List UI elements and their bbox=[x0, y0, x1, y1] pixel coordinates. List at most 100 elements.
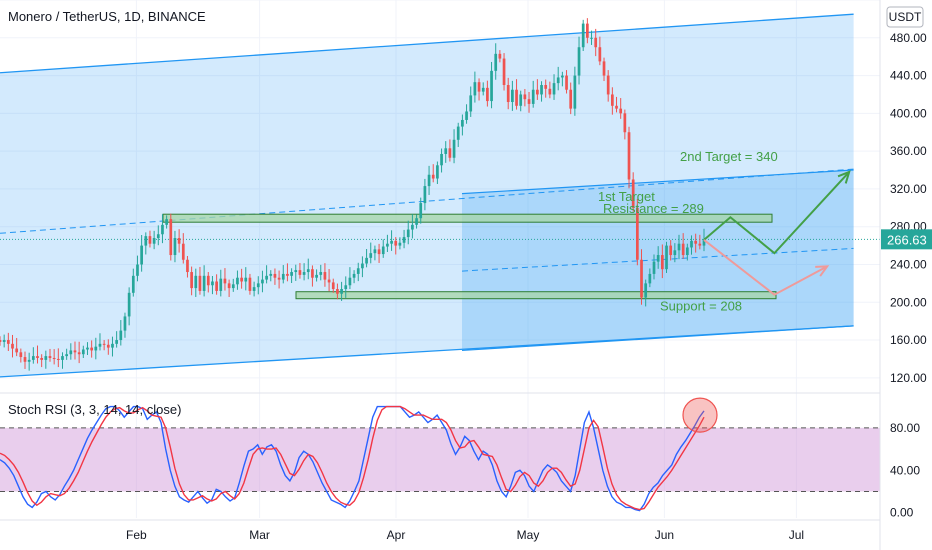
candle-body-109 bbox=[452, 139, 456, 158]
candle-body-32 bbox=[131, 275, 135, 293]
candle-body-4 bbox=[15, 348, 19, 353]
stoch-tick-0: 0.00 bbox=[890, 506, 914, 520]
time-tick-jun: Jun bbox=[655, 528, 674, 542]
candle-body-114 bbox=[473, 82, 477, 96]
candle-body-58 bbox=[240, 277, 243, 282]
candle-body-43 bbox=[177, 238, 181, 244]
candle-body-122 bbox=[506, 85, 510, 103]
candle-body-6 bbox=[23, 357, 27, 362]
candle-body-153 bbox=[635, 207, 639, 260]
candle-body-98 bbox=[406, 229, 410, 238]
candle-body-164 bbox=[681, 243, 685, 256]
candle-body-116 bbox=[481, 87, 485, 92]
candle-body-123 bbox=[511, 89, 514, 103]
price-tick-3: 240.00 bbox=[890, 257, 927, 271]
candle-body-14 bbox=[56, 358, 60, 360]
candle-body-44 bbox=[181, 243, 185, 260]
candle-body-168 bbox=[698, 243, 702, 246]
candle-body-107 bbox=[444, 148, 448, 154]
candle-body-144 bbox=[598, 47, 602, 62]
time-tick-feb: Feb bbox=[126, 528, 147, 542]
candle-body-7 bbox=[27, 359, 31, 362]
candle-body-26 bbox=[106, 344, 110, 348]
price-tick-6: 360.00 bbox=[890, 144, 927, 158]
candle-body-140 bbox=[581, 23, 585, 48]
candle-body-129 bbox=[536, 89, 539, 95]
candle-body-73 bbox=[302, 272, 306, 275]
candle-body-158 bbox=[656, 255, 660, 262]
candle-body-36 bbox=[148, 236, 152, 244]
candle-body-147 bbox=[611, 94, 614, 106]
candle-body-18 bbox=[73, 350, 77, 353]
candle-body-108 bbox=[448, 148, 452, 158]
candle-body-13 bbox=[52, 357, 56, 359]
candle-body-88 bbox=[365, 257, 368, 264]
candle-body-24 bbox=[98, 343, 102, 347]
candle-body-12 bbox=[48, 356, 52, 358]
candle-body-31 bbox=[127, 292, 131, 317]
candle-body-102 bbox=[423, 186, 427, 204]
stoch-title: Stoch RSI (3, 3, 14, 14, close) bbox=[8, 402, 181, 417]
candle-body-71 bbox=[294, 270, 298, 273]
stoch-tick-2: 80.00 bbox=[890, 421, 920, 435]
candle-body-1 bbox=[2, 340, 6, 342]
candle-body-126 bbox=[523, 94, 527, 100]
candle-body-83 bbox=[344, 285, 348, 290]
candle-body-34 bbox=[140, 245, 143, 265]
projection-red-path bbox=[703, 239, 828, 296]
candle-body-104 bbox=[431, 174, 435, 179]
candle-body-166 bbox=[690, 240, 693, 248]
candle-body-155 bbox=[644, 283, 648, 298]
candle-body-118 bbox=[490, 70, 493, 102]
price-tick-5: 320.00 bbox=[890, 182, 927, 196]
candle-body-121 bbox=[502, 58, 506, 86]
candle-body-141 bbox=[586, 23, 589, 38]
candle-body-33 bbox=[136, 264, 139, 276]
candle-body-142 bbox=[590, 37, 593, 39]
candle-body-160 bbox=[665, 245, 668, 270]
candle-body-138 bbox=[573, 75, 577, 109]
candle-body-159 bbox=[660, 255, 664, 270]
candle-body-9 bbox=[36, 356, 39, 358]
candle-body-69 bbox=[286, 273, 289, 276]
candle-body-41 bbox=[169, 219, 173, 256]
candle-body-124 bbox=[515, 89, 518, 106]
currency-label[interactable]: USDT bbox=[889, 10, 922, 24]
inner-channel-mid-line bbox=[461, 247, 854, 272]
candle-body-96 bbox=[398, 242, 402, 246]
candle-body-133 bbox=[552, 83, 556, 95]
time-tick-apr: Apr bbox=[387, 528, 406, 542]
candle-body-28 bbox=[115, 340, 118, 344]
candle-body-77 bbox=[319, 272, 323, 275]
candle-body-112 bbox=[465, 111, 468, 120]
candle-body-39 bbox=[161, 224, 164, 235]
candle-body-161 bbox=[669, 245, 673, 256]
candle-body-5 bbox=[19, 352, 23, 358]
candle-body-64 bbox=[265, 275, 268, 280]
candle-body-25 bbox=[102, 343, 106, 345]
candle-body-91 bbox=[377, 249, 381, 255]
candle-body-132 bbox=[548, 88, 552, 95]
candle-body-97 bbox=[402, 237, 406, 243]
candle-body-139 bbox=[577, 47, 581, 76]
channel-mid-line bbox=[0, 168, 854, 234]
candle-body-157 bbox=[652, 261, 656, 274]
candle-body-75 bbox=[311, 269, 314, 278]
candle-body-21 bbox=[86, 347, 89, 350]
candle-body-22 bbox=[90, 347, 93, 351]
candle-body-106 bbox=[440, 153, 443, 166]
currency-badge bbox=[886, 6, 924, 28]
candle-body-54 bbox=[223, 278, 227, 284]
price-tick-7: 400.00 bbox=[890, 106, 927, 120]
last-price-label: 266.63 bbox=[887, 232, 927, 247]
projection-red-arrowhead bbox=[815, 265, 830, 277]
candle-body-11 bbox=[44, 356, 48, 360]
time-tick-may: May bbox=[517, 528, 540, 542]
candle-body-135 bbox=[561, 75, 564, 78]
annotation-target1: 1st Target bbox=[598, 189, 655, 204]
support-zone bbox=[295, 291, 777, 300]
price-tick-0: 120.00 bbox=[890, 371, 927, 385]
candle-body-94 bbox=[390, 240, 393, 244]
